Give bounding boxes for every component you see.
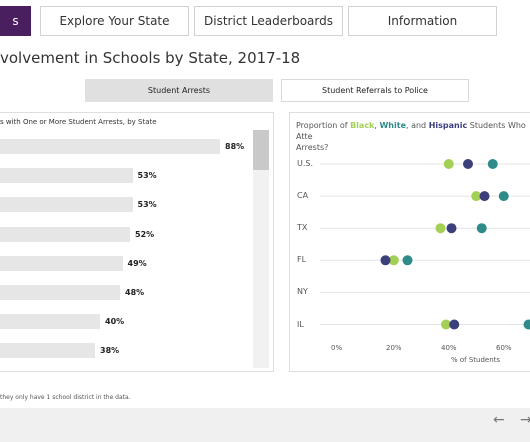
student-referrals-toggle[interactable]: Student Referrals to Police — [281, 79, 469, 102]
title-part: , — [374, 121, 380, 130]
dot-white[interactable] — [523, 319, 530, 330]
title-part: Arrests? — [296, 143, 329, 152]
title-black: Black — [350, 121, 375, 130]
bar-value-label: 52% — [135, 229, 155, 239]
bar-chart-subtitle: s with One or More Student Arrests, by S… — [0, 118, 157, 126]
dot-white[interactable] — [498, 191, 509, 202]
forward-arrow-icon[interactable]: → — [520, 412, 530, 428]
tab-overview[interactable]: s — [0, 6, 31, 36]
state-label: IL — [297, 319, 304, 329]
state-label: FL — [297, 255, 307, 265]
x-tick-label: 40% — [441, 344, 457, 352]
dot-chart-title: Proportion of Black, White, and Hispanic… — [296, 120, 530, 153]
bar[interactable] — [0, 226, 130, 242]
dot-hispanic[interactable] — [449, 319, 460, 330]
x-tick-label: 60% — [496, 344, 512, 352]
bar[interactable] — [0, 285, 120, 300]
state-label: CA — [297, 191, 309, 201]
dot-hispanic[interactable] — [479, 191, 490, 202]
title-white: White — [379, 121, 406, 130]
bar-value-label: 88% — [225, 142, 245, 151]
bar-chart-scrollbar[interactable] — [253, 130, 269, 368]
scrollbar-thumb[interactable] — [253, 130, 269, 170]
back-arrow-icon[interactable]: ← — [493, 412, 505, 428]
bar-value-label: 48% — [125, 288, 145, 297]
dot-black[interactable] — [441, 319, 451, 330]
bar[interactable] — [0, 343, 95, 359]
bar[interactable] — [0, 255, 123, 271]
title-hispanic: Hispanic — [428, 121, 468, 130]
bar-value-label: 53% — [137, 171, 157, 181]
state-label: U.S. — [297, 159, 314, 168]
dot-white[interactable] — [402, 255, 413, 266]
dot-black[interactable] — [388, 255, 399, 266]
title-part: , and — [406, 121, 429, 130]
state-label: TX — [297, 223, 308, 233]
page-title: volvement in Schools by State, 2017-18 — [0, 49, 301, 67]
bar[interactable] — [0, 139, 220, 154]
dot-black[interactable] — [471, 191, 482, 202]
dot-black[interactable] — [443, 159, 454, 169]
tab-district-leaderboards[interactable]: District Leaderboards — [194, 6, 343, 36]
state-label: NY — [297, 287, 308, 297]
x-axis-title: % of Students — [451, 356, 501, 364]
dot-chart-panel — [289, 112, 530, 372]
x-tick-label: 0% — [331, 344, 343, 352]
dot-white[interactable] — [487, 159, 498, 169]
bar-value-label: 40% — [105, 317, 125, 327]
bar[interactable] — [0, 168, 133, 184]
bar[interactable] — [0, 197, 133, 213]
tab-information[interactable]: Information — [348, 6, 497, 36]
bar-value-label: 38% — [100, 346, 120, 356]
bar-value-label: 53% — [137, 200, 157, 210]
footnote: they only have 1 school district in the … — [0, 394, 131, 401]
title-part: Proportion of — [296, 121, 351, 130]
footer-bar — [0, 408, 530, 442]
dot-black[interactable] — [435, 223, 446, 234]
student-arrests-toggle[interactable]: Student Arrests — [85, 79, 273, 102]
tab-explore-your-state[interactable]: Explore Your State — [40, 6, 189, 36]
bar-value-label: 49% — [127, 258, 147, 268]
x-tick-label: 20% — [386, 344, 402, 352]
title-part: Students Who Atte — [296, 121, 526, 141]
dot-hispanic[interactable] — [463, 159, 473, 169]
dot-hispanic[interactable] — [446, 223, 457, 234]
bar[interactable] — [0, 314, 100, 330]
dot-hispanic[interactable] — [380, 255, 391, 266]
dot-white[interactable] — [476, 223, 487, 234]
